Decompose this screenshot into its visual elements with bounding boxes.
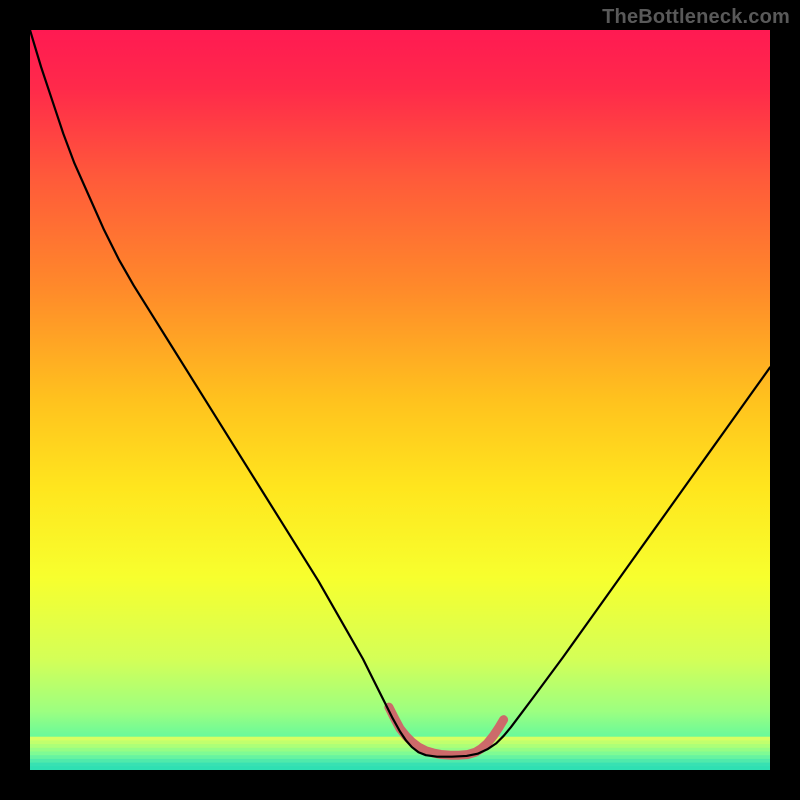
green-band-stripe: [30, 763, 770, 767]
plot-area: [30, 30, 770, 770]
bottleneck-curve-chart: [30, 30, 770, 770]
green-band-stripe: [30, 740, 770, 744]
green-band-stripe: [30, 759, 770, 763]
watermark-text: TheBottleneck.com: [602, 6, 790, 29]
green-band-stripe: [30, 744, 770, 748]
gradient-background: [30, 30, 770, 770]
green-band-stripe: [30, 752, 770, 756]
green-band-stripe: [30, 766, 770, 770]
green-band-stripe: [30, 737, 770, 741]
green-band-stripe: [30, 755, 770, 759]
green-band-stripe: [30, 748, 770, 752]
chart-frame: TheBottleneck.com: [0, 0, 800, 800]
